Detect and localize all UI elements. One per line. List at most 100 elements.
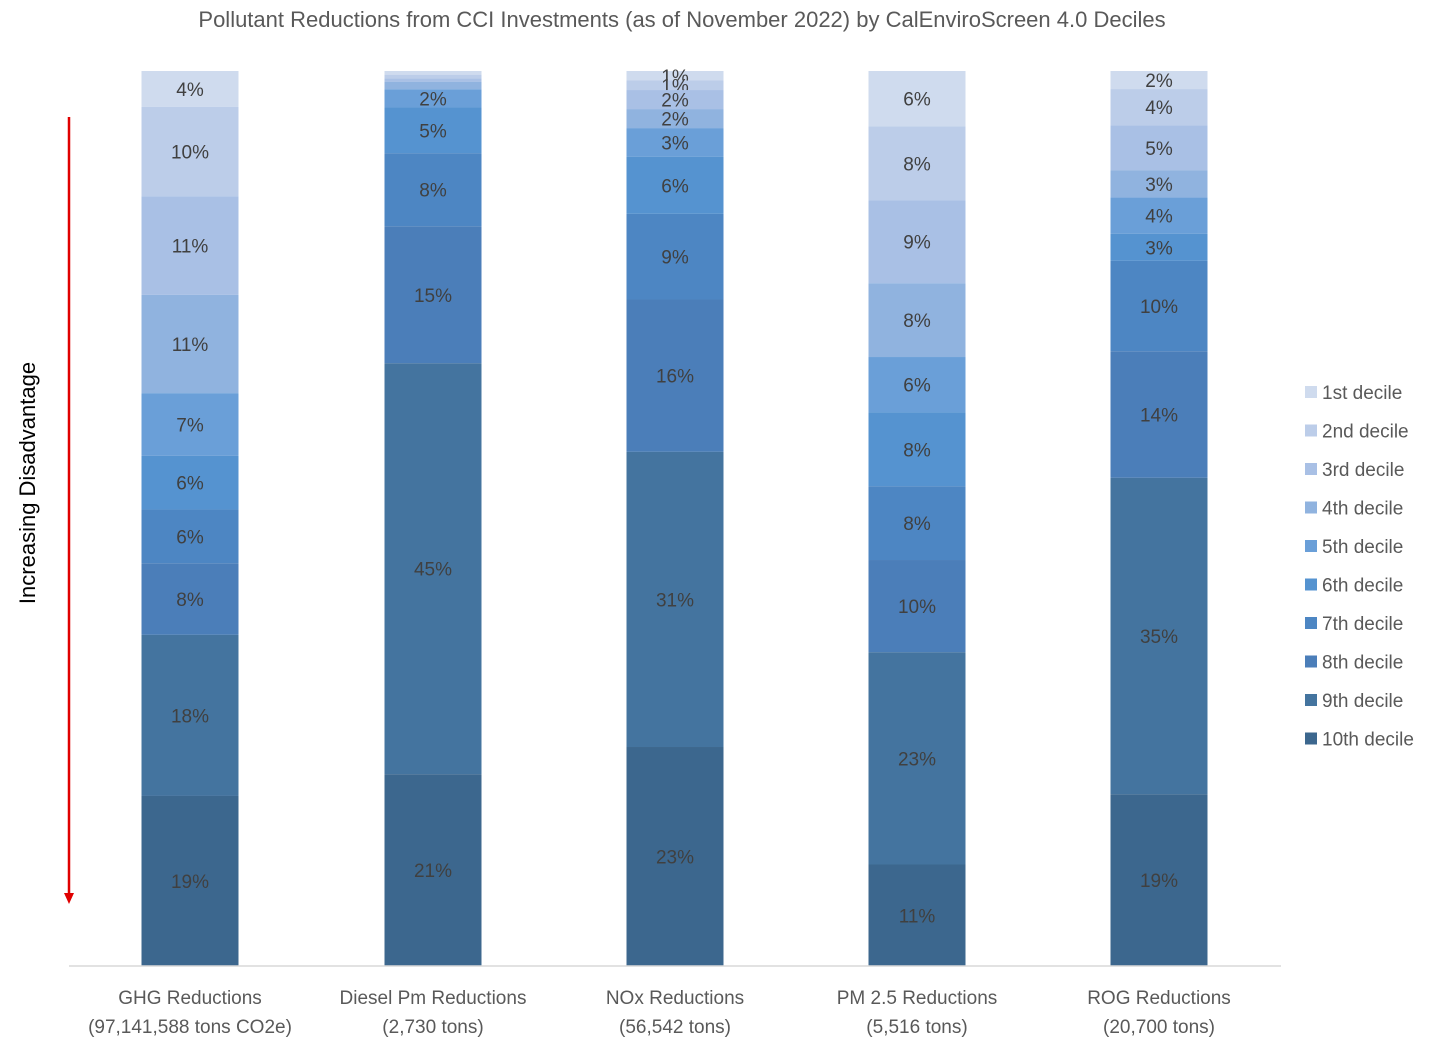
- bar-segment: [868, 486, 966, 561]
- data-label: 11%: [899, 906, 936, 927]
- data-label: 5%: [1145, 139, 1173, 160]
- disadvantage-arrow-head: [64, 893, 74, 904]
- x-tick-label: (2,730 tons): [382, 1017, 483, 1038]
- x-tick-label: (5,516 tons): [866, 1017, 967, 1038]
- data-label: 3%: [661, 133, 689, 154]
- x-tick-label: PM 2.5 Reductions: [837, 988, 998, 1009]
- data-label: 8%: [903, 311, 931, 332]
- bar-segment: [141, 71, 239, 107]
- data-label: 6%: [903, 376, 931, 397]
- data-label: 3%: [1145, 238, 1173, 259]
- data-label: 19%: [171, 872, 209, 893]
- bar-segment: [1110, 477, 1208, 795]
- bar-segment: [141, 106, 239, 197]
- data-label: 9%: [903, 233, 931, 254]
- data-label: 8%: [419, 181, 447, 202]
- data-label: 15%: [414, 286, 452, 307]
- legend-swatch: [1305, 694, 1317, 706]
- bar-segment: [384, 89, 482, 108]
- bar-segment: [141, 294, 239, 394]
- data-label: 23%: [656, 848, 694, 869]
- bar-segment: [384, 74, 482, 79]
- bar-segment: [141, 509, 239, 564]
- legend-swatch: [1305, 463, 1317, 475]
- bar-segment: [1110, 794, 1208, 966]
- legend-swatch: [1305, 578, 1317, 591]
- bar-segment: [626, 80, 724, 91]
- bar-segment: [1110, 260, 1208, 352]
- bar-segment: [1110, 351, 1208, 478]
- legend-swatch: [1305, 732, 1317, 745]
- legend: 1st decile 2nd decile 3rd decile 4th decile…: [1305, 383, 1414, 751]
- bar-segment: [141, 393, 239, 456]
- bar-segment: [1110, 197, 1208, 234]
- bar-segment: [626, 451, 724, 748]
- bar-segment: [384, 774, 482, 966]
- x-tick-label: (97,141,588 tons CO2e): [88, 1017, 292, 1038]
- bar-segment: [626, 109, 724, 129]
- data-label: 19%: [1140, 871, 1178, 892]
- bar-segment: [868, 560, 966, 653]
- x-axis-labels: GHG Reductions (97,141,588 tons CO2e) Dies…: [88, 988, 1231, 1038]
- bar-segment: [1110, 170, 1208, 198]
- data-label: 8%: [176, 590, 204, 611]
- data-label: 18%: [171, 706, 209, 727]
- bar-segment: [384, 153, 482, 227]
- bar-segment: [384, 78, 482, 82]
- data-label: 2%: [419, 89, 447, 110]
- legend-entry: 1st decile: [1322, 383, 1402, 404]
- bar-segment: [868, 864, 966, 966]
- data-label: 9%: [661, 248, 689, 269]
- legend-entry: 10th decile: [1322, 730, 1414, 751]
- x-tick-label: NOx Reductions: [606, 988, 744, 1009]
- legend-entry: 8th decile: [1322, 653, 1403, 674]
- data-label: 2%: [1145, 71, 1173, 92]
- data-label: 16%: [656, 367, 694, 388]
- data-label: 4%: [176, 80, 204, 101]
- bars-layer: 4% 10% 11% 11% 7% 6% 6% 8% 18% 19% 2% 5% 8% 15% 45% 21%…: [141, 67, 1208, 966]
- data-label: 11%: [172, 237, 209, 258]
- data-label: 2%: [661, 110, 689, 131]
- legend-entry: 9th decile: [1322, 691, 1403, 712]
- bar-segment: [626, 90, 724, 110]
- bar-segment: [626, 71, 724, 81]
- bar-segment: [626, 213, 724, 300]
- bar-segment: [141, 196, 239, 295]
- data-label: 6%: [661, 176, 689, 197]
- data-label: 6%: [176, 527, 204, 548]
- bar-segment: [626, 747, 724, 966]
- legend-swatch: [1305, 655, 1317, 668]
- bar-segment: [868, 283, 966, 358]
- x-tick-label: Diesel Pm Reductions: [340, 988, 527, 1009]
- data-label: 8%: [903, 514, 931, 535]
- bar-segment: [626, 299, 724, 452]
- bar-segment: [868, 71, 966, 127]
- bar-segment: [141, 795, 239, 966]
- data-label: 8%: [903, 154, 931, 175]
- data-label: 10%: [898, 597, 936, 618]
- legend-swatch: [1305, 540, 1317, 552]
- legend-swatch: [1305, 424, 1317, 437]
- bar-segment: [868, 652, 966, 865]
- data-label: 23%: [898, 749, 936, 770]
- data-label: 4%: [1145, 207, 1173, 228]
- data-label: 10%: [171, 143, 209, 164]
- data-label: 14%: [1140, 406, 1178, 427]
- legend-entry: 2nd decile: [1322, 422, 1409, 443]
- data-label: 35%: [1140, 627, 1178, 648]
- data-label: 3%: [1145, 175, 1173, 196]
- bar-segment: [1110, 125, 1208, 171]
- bar-segment: [1110, 71, 1208, 90]
- data-label: 10%: [1140, 297, 1178, 318]
- legend-entry: 3rd decile: [1322, 460, 1404, 481]
- data-label: 21%: [414, 861, 452, 882]
- x-tick-label: (56,542 tons): [619, 1017, 731, 1038]
- chart-title: Pollutant Reductions from CCI Investment…: [198, 7, 1165, 32]
- bar-segment: [868, 357, 966, 413]
- bar-segment: [626, 128, 724, 157]
- legend-swatch: [1305, 386, 1317, 398]
- data-label: 6%: [903, 90, 931, 111]
- bar-segment: [384, 107, 482, 154]
- bar-segment: [626, 156, 724, 214]
